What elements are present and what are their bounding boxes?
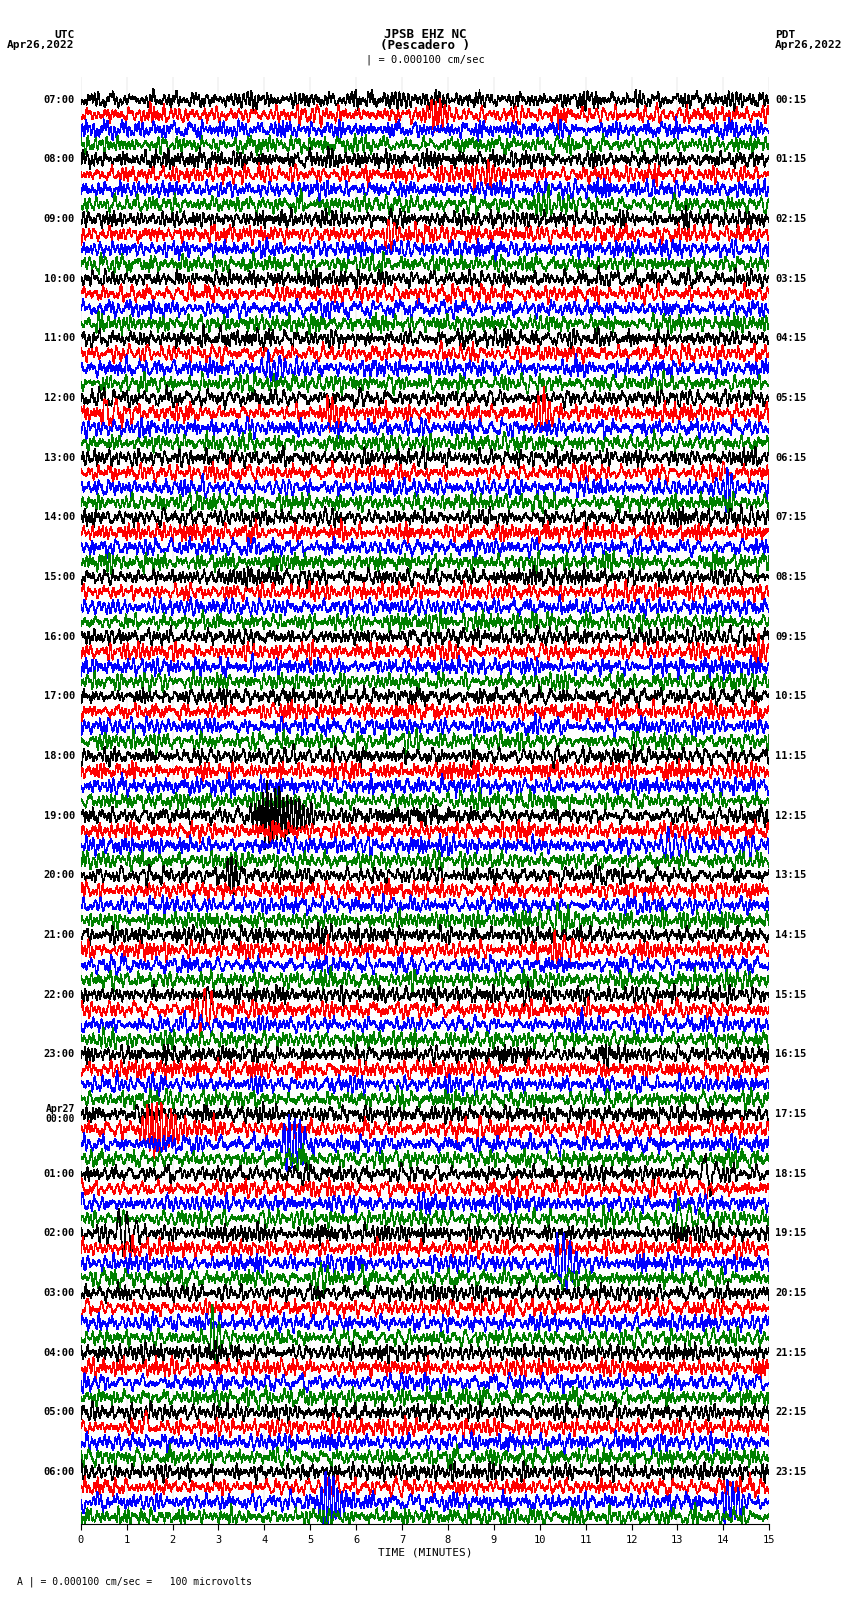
Text: 07:15: 07:15	[775, 513, 807, 523]
Text: 16:15: 16:15	[775, 1050, 807, 1060]
Text: 07:00: 07:00	[43, 95, 75, 105]
Text: A | = 0.000100 cm/sec =   100 microvolts: A | = 0.000100 cm/sec = 100 microvolts	[17, 1576, 252, 1587]
Text: 01:00: 01:00	[43, 1169, 75, 1179]
Text: 03:15: 03:15	[775, 274, 807, 284]
Text: 20:15: 20:15	[775, 1289, 807, 1298]
Text: (Pescadero ): (Pescadero )	[380, 39, 470, 52]
Text: 04:15: 04:15	[775, 334, 807, 344]
Text: 05:15: 05:15	[775, 394, 807, 403]
Text: 08:15: 08:15	[775, 573, 807, 582]
Text: 02:00: 02:00	[43, 1229, 75, 1239]
Text: Apr27: Apr27	[45, 1105, 75, 1115]
Text: 06:00: 06:00	[43, 1468, 75, 1478]
Text: 23:00: 23:00	[43, 1050, 75, 1060]
Text: 19:15: 19:15	[775, 1229, 807, 1239]
Text: 00:00: 00:00	[45, 1115, 75, 1124]
Text: | = 0.000100 cm/sec: | = 0.000100 cm/sec	[366, 53, 484, 65]
Text: 18:00: 18:00	[43, 752, 75, 761]
Text: 01:15: 01:15	[775, 155, 807, 165]
Text: 19:00: 19:00	[43, 811, 75, 821]
Text: 14:15: 14:15	[775, 931, 807, 940]
Text: 21:00: 21:00	[43, 931, 75, 940]
X-axis label: TIME (MINUTES): TIME (MINUTES)	[377, 1547, 473, 1558]
Text: 17:15: 17:15	[775, 1110, 807, 1119]
Text: 12:00: 12:00	[43, 394, 75, 403]
Text: 04:00: 04:00	[43, 1348, 75, 1358]
Text: 09:15: 09:15	[775, 632, 807, 642]
Text: Apr26,2022: Apr26,2022	[8, 40, 75, 50]
Text: 14:00: 14:00	[43, 513, 75, 523]
Text: 13:00: 13:00	[43, 453, 75, 463]
Text: 10:15: 10:15	[775, 692, 807, 702]
Text: 23:15: 23:15	[775, 1468, 807, 1478]
Text: 17:00: 17:00	[43, 692, 75, 702]
Text: 12:15: 12:15	[775, 811, 807, 821]
Text: 06:15: 06:15	[775, 453, 807, 463]
Text: 20:00: 20:00	[43, 871, 75, 881]
Text: 11:15: 11:15	[775, 752, 807, 761]
Text: 08:00: 08:00	[43, 155, 75, 165]
Text: 02:15: 02:15	[775, 215, 807, 224]
Text: 15:15: 15:15	[775, 990, 807, 1000]
Text: 22:15: 22:15	[775, 1408, 807, 1418]
Text: 21:15: 21:15	[775, 1348, 807, 1358]
Text: 09:00: 09:00	[43, 215, 75, 224]
Text: 11:00: 11:00	[43, 334, 75, 344]
Text: 13:15: 13:15	[775, 871, 807, 881]
Text: Apr26,2022: Apr26,2022	[775, 40, 842, 50]
Text: 18:15: 18:15	[775, 1169, 807, 1179]
Text: 03:00: 03:00	[43, 1289, 75, 1298]
Text: UTC: UTC	[54, 31, 75, 40]
Text: 00:15: 00:15	[775, 95, 807, 105]
Text: 22:00: 22:00	[43, 990, 75, 1000]
Text: 05:00: 05:00	[43, 1408, 75, 1418]
Text: 16:00: 16:00	[43, 632, 75, 642]
Text: PDT: PDT	[775, 31, 796, 40]
Text: 10:00: 10:00	[43, 274, 75, 284]
Text: JPSB EHZ NC: JPSB EHZ NC	[383, 27, 467, 40]
Text: 15:00: 15:00	[43, 573, 75, 582]
